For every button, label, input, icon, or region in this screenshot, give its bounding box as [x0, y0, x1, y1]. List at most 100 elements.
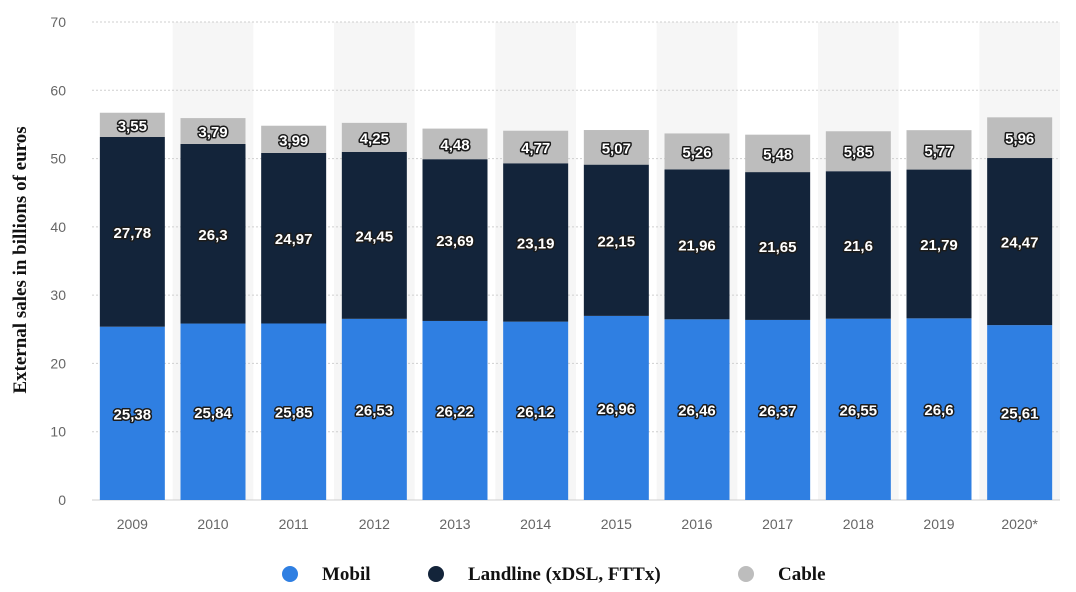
legend-marker — [428, 566, 444, 582]
data-label: 26,22 — [436, 403, 474, 420]
bar-segment-cable — [341, 122, 407, 152]
legend-marker — [282, 566, 298, 582]
bar-segment-mobil — [99, 326, 165, 500]
x-tick-label: 2016 — [681, 516, 712, 532]
legend: Mobil Landline (xDSL, FTTx) Cable — [282, 564, 826, 585]
bar-segment-landline — [261, 152, 327, 324]
data-label: 22,15 — [598, 233, 636, 250]
data-label: 3,55 — [118, 118, 147, 135]
legend-label: Mobil — [322, 564, 371, 585]
bar-segment-landline — [341, 151, 407, 319]
data-label: 21,6 — [844, 238, 873, 255]
bar-segment-mobil — [261, 323, 327, 500]
data-label: 25,61 — [1001, 406, 1039, 423]
data-label: 23,69 — [436, 233, 474, 250]
y-tick-label: 10 — [50, 424, 66, 440]
bar-segment-landline — [503, 163, 569, 322]
y-tick-label: 50 — [50, 151, 66, 167]
bar-segment-mobil — [341, 318, 407, 500]
data-label: 25,85 — [275, 405, 313, 422]
data-label: 3,99 — [279, 132, 308, 149]
x-tick-label: 2020* — [1001, 516, 1038, 532]
y-tick-label: 0 — [58, 492, 66, 508]
bar-segment-landline — [180, 143, 246, 324]
data-label: 26,55 — [840, 402, 878, 419]
bar-segment-mobil — [825, 318, 891, 500]
bar-segment-landline — [583, 164, 649, 316]
x-axis-ticks: 2009 2010 2011 2012 2013 2014 2015 2016 2017 2018… — [117, 516, 1039, 532]
y-tick-label: 60 — [50, 82, 66, 98]
x-tick-label: 2012 — [359, 516, 390, 532]
x-tick-label: 2018 — [843, 516, 874, 532]
data-label: 26,6 — [924, 402, 953, 419]
data-label: 3,79 — [198, 124, 227, 141]
x-tick-label: 2010 — [197, 516, 228, 532]
data-label: 26,53 — [356, 402, 394, 419]
bar-segment-cable — [825, 131, 891, 172]
x-tick-label: 2009 — [117, 516, 148, 532]
data-label: 5,85 — [844, 144, 873, 161]
data-label: 26,46 — [678, 403, 716, 420]
data-label: 21,79 — [920, 237, 958, 254]
y-tick-label: 20 — [50, 355, 66, 371]
bar-segment-cable — [906, 130, 972, 170]
data-label: 4,77 — [521, 140, 550, 157]
data-label: 23,19 — [517, 235, 555, 252]
data-label: 25,38 — [114, 406, 152, 423]
bar-segment-cable — [664, 133, 730, 170]
data-label: 24,47 — [1001, 235, 1039, 252]
legend-marker — [738, 566, 754, 582]
data-label: 24,45 — [356, 228, 394, 245]
data-label: 21,65 — [759, 239, 797, 256]
bar-segment-cable — [745, 134, 811, 173]
x-tick-label: 2015 — [601, 516, 632, 532]
y-axis-title: External sales in billions of euros — [10, 126, 31, 393]
bar-segment-cable — [180, 118, 246, 144]
bar-segment-mobil — [180, 323, 246, 500]
legend-label: Cable — [778, 564, 826, 585]
data-label: 4,48 — [440, 137, 469, 154]
data-label: 27,78 — [114, 225, 152, 242]
bar-segment-landline — [825, 171, 891, 319]
x-tick-label: 2011 — [279, 516, 309, 532]
y-axis-ticks: 0 10 20 30 40 50 60 70 — [50, 14, 66, 508]
x-tick-label: 2019 — [923, 516, 954, 532]
bar-segment-cable — [261, 125, 327, 153]
x-tick-label: 2013 — [439, 516, 470, 532]
data-label: 5,48 — [763, 146, 792, 163]
data-label: 4,25 — [360, 130, 389, 147]
bar-segment-landline — [906, 169, 972, 319]
bar-segment-cable — [503, 130, 569, 164]
data-label: 5,96 — [1005, 131, 1034, 148]
bar-segment-mobil — [906, 318, 972, 500]
x-tick-label: 2014 — [520, 516, 551, 532]
legend-label: Landline (xDSL, FTTx) — [468, 564, 661, 585]
bar-segment-mobil — [987, 325, 1053, 500]
data-label: 24,97 — [275, 231, 313, 248]
bar-segment-mobil — [745, 319, 811, 500]
bar-segment-landline — [664, 169, 730, 320]
data-label: 5,07 — [602, 140, 631, 157]
x-tick-label: 2017 — [762, 516, 793, 532]
bar-segment-landline — [745, 172, 811, 320]
bar-stacks — [99, 112, 1053, 500]
bar-segment-cable — [987, 117, 1053, 159]
bar-segment-cable — [422, 128, 488, 160]
bar-segment-landline — [99, 136, 165, 327]
y-tick-label: 40 — [50, 219, 66, 235]
data-labels: 25,38 27,78 3,55 25,84 26,3 3,79 25,85 24,97 3,9… — [112, 116, 1040, 424]
data-label: 26,96 — [598, 401, 636, 418]
bar-segment-mobil — [583, 315, 649, 500]
y-tick-label: 30 — [50, 287, 66, 303]
bar-segment-cable — [583, 130, 649, 165]
bar-segment-landline — [422, 159, 488, 321]
bar-segment-mobil — [503, 321, 569, 500]
y-tick-label: 70 — [50, 14, 66, 30]
gridlines — [92, 21, 1060, 501]
data-label: 5,26 — [682, 144, 711, 161]
data-label: 5,77 — [924, 143, 953, 160]
data-label: 26,12 — [517, 404, 555, 421]
data-label: 25,84 — [194, 405, 232, 422]
bar-segment-landline — [987, 158, 1053, 326]
